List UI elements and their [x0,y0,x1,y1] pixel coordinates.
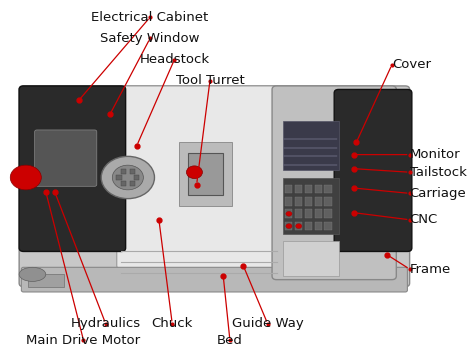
Bar [116,175,122,180]
Bar [121,169,126,174]
Bar [324,222,331,230]
Bar [295,209,302,218]
Bar [315,197,322,206]
Text: Chuck: Chuck [152,317,193,330]
Bar [179,142,232,206]
Text: Headstock: Headstock [139,53,210,66]
Text: Carriage: Carriage [410,187,466,200]
Bar [315,222,322,230]
Circle shape [10,165,41,190]
Bar [283,241,338,276]
Bar [324,197,331,206]
Ellipse shape [19,267,46,282]
Circle shape [296,224,302,229]
Text: Bed: Bed [217,334,243,347]
Circle shape [286,224,292,229]
Bar [188,153,223,195]
Text: Safety Window: Safety Window [100,32,200,45]
Bar [305,197,312,206]
FancyBboxPatch shape [19,86,126,251]
Bar [285,209,292,218]
Bar [324,209,331,218]
FancyBboxPatch shape [35,130,97,186]
Bar [283,121,338,170]
Bar [129,181,135,186]
Text: Main Drive Motor: Main Drive Motor [27,334,141,347]
Bar [283,178,338,234]
Bar [305,209,312,218]
Text: Cover: Cover [392,58,431,71]
Bar [315,185,322,193]
Bar [315,209,322,218]
Bar [295,222,302,230]
Bar [285,185,292,193]
FancyBboxPatch shape [19,86,410,287]
Bar [129,169,135,174]
Text: Tailstock: Tailstock [410,166,466,179]
Bar [295,197,302,206]
Text: Frame: Frame [410,263,451,275]
Circle shape [286,211,292,216]
Circle shape [112,165,143,190]
Bar [121,181,126,186]
FancyBboxPatch shape [21,267,408,292]
Bar [28,274,64,287]
Text: CNC: CNC [410,213,438,226]
Circle shape [101,156,155,199]
Text: Tool Turret: Tool Turret [175,74,244,87]
Text: Guide Way: Guide Way [232,317,303,330]
Circle shape [186,166,202,179]
FancyBboxPatch shape [334,89,412,251]
Bar [134,175,139,180]
Bar [305,222,312,230]
Text: Hydraulics: Hydraulics [71,317,141,330]
FancyBboxPatch shape [272,86,396,280]
Bar [285,197,292,206]
FancyBboxPatch shape [117,86,281,269]
Bar [324,185,331,193]
Bar [285,222,292,230]
Text: Monitor: Monitor [410,148,460,161]
Bar [305,185,312,193]
Bar [295,185,302,193]
Text: Electrical Cabinet: Electrical Cabinet [91,11,209,24]
